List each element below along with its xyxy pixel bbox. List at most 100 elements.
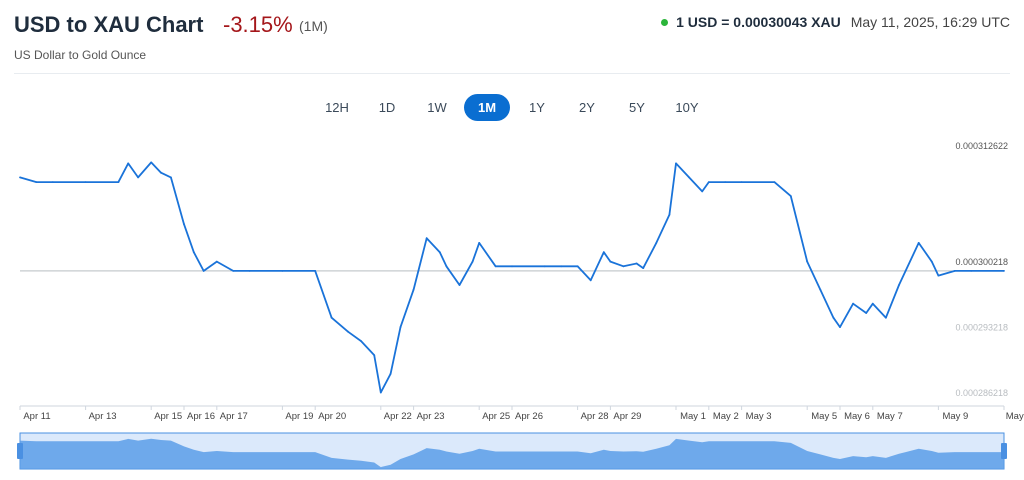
- x-tick-label: Apr 15: [154, 411, 182, 422]
- data-point: [202, 270, 205, 272]
- x-tick-label: Apr 22: [384, 411, 412, 422]
- data-point: [360, 340, 362, 342]
- data-point: [51, 181, 54, 184]
- period-label: (1M): [299, 18, 328, 34]
- data-point: [688, 176, 690, 179]
- data-point: [885, 316, 887, 319]
- x-tick-label: Apr 13: [89, 411, 117, 422]
- data-point: [35, 181, 38, 184]
- data-point: [150, 161, 153, 164]
- tab-10y[interactable]: 10Y: [675, 100, 699, 115]
- x-tick-label: May 9: [942, 411, 968, 422]
- data-point: [232, 270, 235, 272]
- data-point: [127, 162, 130, 165]
- tab-12h[interactable]: 12H: [325, 100, 349, 115]
- data-point: [84, 181, 87, 184]
- tab-1m[interactable]: 1M: [464, 94, 510, 121]
- data-point: [379, 391, 382, 394]
- data-point: [865, 312, 868, 314]
- y-tick-label: 0.000300218: [955, 257, 1008, 267]
- data-point: [609, 260, 612, 263]
- data-point: [740, 181, 743, 184]
- data-point: [789, 195, 792, 198]
- data-point: [668, 213, 671, 216]
- data-point: [622, 265, 625, 268]
- x-tick-label: Apr 11: [23, 411, 50, 422]
- data-point: [170, 176, 172, 179]
- x-tick-label: May 6: [844, 411, 870, 422]
- rate-readout: 1 USD = 0.00030043 XAU May 11, 2025, 16:…: [661, 14, 1010, 30]
- data-point: [412, 288, 415, 291]
- data-point: [871, 302, 874, 305]
- data-point: [675, 162, 677, 165]
- x-tick-label: Apr 25: [482, 411, 510, 422]
- navigator-handle-left[interactable]: [17, 443, 23, 459]
- tab-1y[interactable]: 1Y: [529, 100, 545, 115]
- y-tick-label: 0.000286218: [955, 388, 1008, 398]
- tab-5y[interactable]: 5Y: [629, 100, 645, 115]
- x-tick-label: Apr 26: [515, 411, 543, 422]
- data-point: [576, 265, 579, 268]
- tab-1w[interactable]: 1W: [427, 100, 447, 115]
- x-tick-label: May 2: [713, 411, 739, 422]
- x-tick-label: Apr 23: [417, 411, 445, 422]
- data-point: [478, 242, 481, 244]
- data-point: [137, 176, 140, 179]
- x-tick-label: Apr 19: [285, 411, 313, 422]
- rate-value: 1 USD = 0.00030043 XAU: [676, 14, 841, 30]
- data-point: [832, 316, 835, 319]
- data-point: [852, 302, 854, 305]
- data-point: [589, 279, 592, 282]
- data-point: [839, 326, 841, 328]
- x-tick-label: Apr 17: [220, 411, 248, 422]
- x-tick-label: Apr 20: [318, 411, 346, 422]
- data-point: [970, 270, 973, 272]
- live-dot-icon: [661, 18, 669, 26]
- data-point: [373, 354, 376, 356]
- data-point: [724, 181, 727, 184]
- data-point: [511, 265, 513, 268]
- data-point: [330, 316, 333, 319]
- data-point: [701, 190, 704, 193]
- data-point: [399, 326, 402, 328]
- data-point: [19, 176, 21, 179]
- page-title: USD to XAU Chart: [14, 12, 204, 37]
- data-point: [160, 171, 162, 174]
- data-point: [806, 260, 809, 263]
- navigator-handle-right[interactable]: [1001, 443, 1007, 459]
- data-point: [183, 223, 185, 226]
- data-point: [281, 270, 284, 272]
- data-point: [347, 330, 349, 333]
- data-point: [930, 260, 933, 263]
- x-tick-label: May 5: [811, 411, 837, 422]
- y-tick-label: 0.000293218: [955, 322, 1008, 332]
- rate-timestamp: May 11, 2025, 16:29 UTC: [850, 14, 1010, 30]
- data-point: [917, 242, 920, 244]
- x-tick-label: May 1: [680, 411, 706, 422]
- data-point: [707, 181, 710, 184]
- data-point: [471, 260, 474, 263]
- y-tick-label: 0.000312622: [955, 141, 1008, 151]
- navigator-area: [20, 438, 1004, 469]
- tab-1d[interactable]: 1D: [378, 100, 396, 115]
- tab-2y[interactable]: 2Y: [579, 100, 595, 115]
- x-tick-label: May 3: [746, 411, 772, 422]
- x-tick-label: May 11: [1006, 411, 1024, 422]
- data-point: [1003, 270, 1005, 272]
- data-point: [494, 265, 497, 268]
- data-point: [543, 265, 546, 268]
- x-tick-label: Apr 16: [187, 411, 215, 422]
- range-tabs: 12H 1D 1W 1M 1Y 2Y 5Y 10Y: [0, 94, 1024, 121]
- data-point: [560, 265, 563, 268]
- data-point: [445, 265, 448, 268]
- data-point: [215, 260, 218, 263]
- data-point: [248, 270, 251, 272]
- data-point: [192, 251, 195, 254]
- percent-change: -3.15%: [223, 12, 293, 37]
- header-divider: [14, 73, 1010, 74]
- price-line: [19, 161, 1004, 394]
- x-tick-label: Apr 29: [613, 411, 641, 422]
- data-point: [117, 181, 120, 184]
- x-tick-label: Apr 28: [581, 411, 609, 422]
